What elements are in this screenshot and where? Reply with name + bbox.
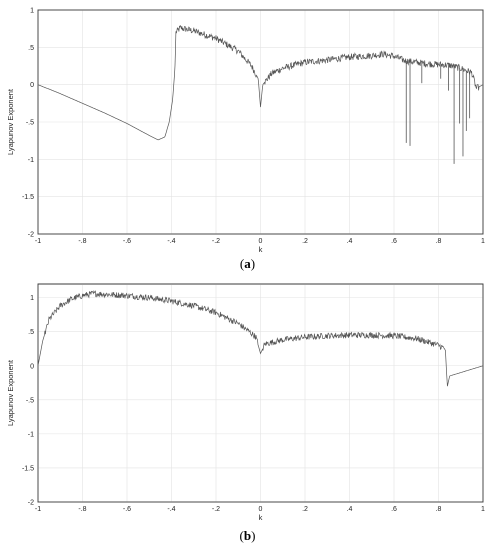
- y-tick-label: .5: [28, 329, 34, 336]
- x-tick-label: -.2: [212, 506, 220, 513]
- y-tick-label: -.5: [26, 120, 34, 127]
- y-tick-label: 0: [30, 363, 34, 370]
- x-axis-label: k: [259, 245, 263, 254]
- y-tick-label: -1.5: [22, 465, 34, 472]
- chart-panel-a: -1 -.8 -.6 -.4 -.2 0 .2 .4 .6 .8 1 -2 -1.5 -1 -.5 0 .5 1 k…: [6, 8, 485, 255]
- y-tick-label: 1: [30, 295, 34, 302]
- y-tick-label: -.5: [26, 397, 34, 404]
- caption-b-letter: b: [243, 528, 252, 543]
- x-tick-label: .4: [347, 238, 353, 245]
- y-tick-label: .5: [28, 45, 34, 52]
- x-tick-label: .8: [436, 506, 442, 513]
- x-tick-label: -.8: [78, 238, 86, 245]
- x-tick-label: .6: [391, 506, 397, 513]
- caption-a-letter: a: [244, 256, 251, 271]
- y-tick-label: -1: [28, 157, 34, 164]
- x-tick-label: -.4: [167, 506, 175, 513]
- y-tick-label: -1: [28, 431, 34, 438]
- x-tick-label: -1: [35, 238, 41, 245]
- x-tick-label: -1: [35, 506, 41, 513]
- y-tick-label: -2: [28, 232, 34, 239]
- y-tick-label: -1.5: [22, 194, 34, 201]
- x-tick-label: 0: [259, 238, 263, 245]
- x-tick-label: -.4: [167, 238, 175, 245]
- x-tick-label: -.6: [123, 238, 131, 245]
- x-tick-label: .4: [347, 506, 353, 513]
- y-tick-label: 0: [30, 82, 34, 89]
- y-tick-label: 1: [30, 8, 34, 15]
- plot-border: [37, 283, 484, 503]
- x-tick-label: 1: [481, 238, 485, 245]
- x-tick-label: 1: [481, 506, 485, 513]
- series-line: [37, 290, 484, 387]
- x-tick-label: -.2: [212, 238, 220, 245]
- caption-a: (a): [239, 256, 256, 271]
- x-tick-label: -.6: [123, 506, 131, 513]
- x-tick-label: 0: [259, 506, 263, 513]
- y-axis-label: Lyapunov Exponent: [6, 359, 15, 426]
- chart-panel-b: -1 -.8 -.6 -.4 -.2 0 .2 .4 .6 .8 1 -2 -1.5 -1 -.5 0 .5 1 k…: [6, 283, 485, 522]
- caption-b: (b): [239, 528, 256, 543]
- x-tick-label: .6: [391, 238, 397, 245]
- y-tick-label: -2: [28, 500, 34, 507]
- x-tick-label: .8: [436, 238, 442, 245]
- x-tick-label: .2: [302, 238, 308, 245]
- x-axis-label: k: [259, 513, 263, 522]
- x-tick-label: -.8: [78, 506, 86, 513]
- series-line: [37, 24, 484, 141]
- y-axis-label: Lyapunov Exponent: [6, 88, 15, 155]
- x-tick-label: .2: [302, 506, 308, 513]
- plot-border: [37, 9, 484, 235]
